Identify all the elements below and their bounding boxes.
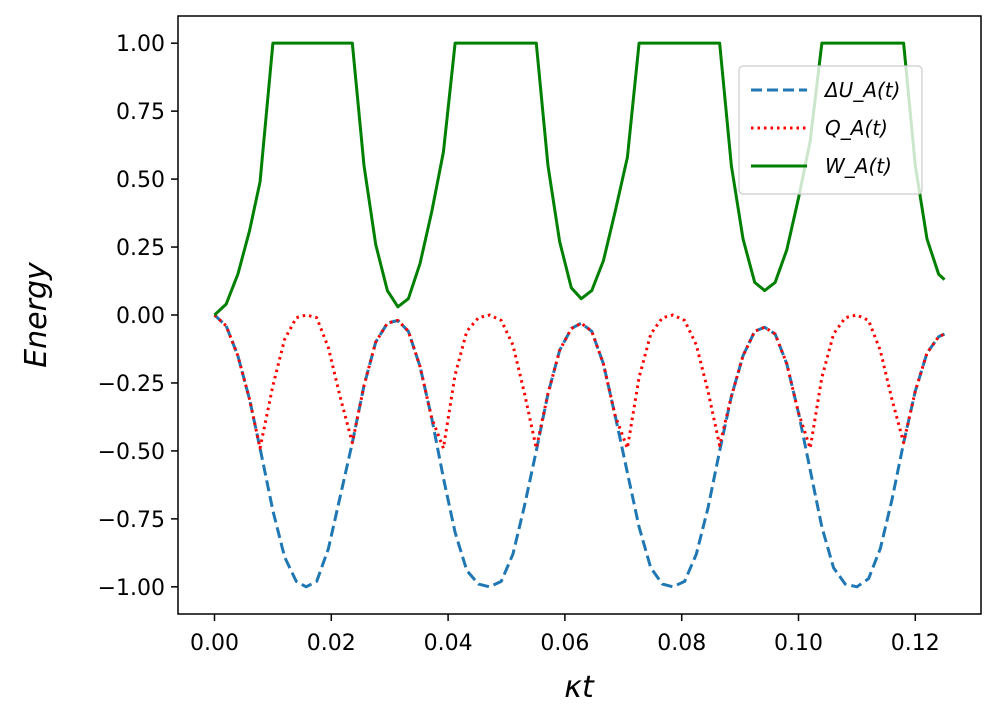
y-tick-label: −1.00 <box>98 576 165 601</box>
y-tick-label: 0.00 <box>116 304 165 329</box>
y-tick-label: −0.50 <box>98 440 165 465</box>
y-tick-label: −0.25 <box>98 372 165 397</box>
legend-label: ΔU_A(t) <box>823 78 900 102</box>
x-axis: 0.00 0.02 0.04 0.06 0.08 0.10 0.12 <box>190 614 940 656</box>
series-line-1 <box>213 313 946 589</box>
x-tick-label: 0.10 <box>774 631 823 656</box>
series-layer <box>213 41 946 589</box>
y-tick-label: −0.75 <box>98 508 165 533</box>
legend-label: Q_A(t) <box>825 116 888 140</box>
series-line-3 <box>213 41 946 317</box>
y-tick-label: 0.25 <box>116 236 165 261</box>
y-tick-label: 0.75 <box>116 100 165 125</box>
legend-label: W_A(t) <box>825 154 892 178</box>
y-axis-label: Energy <box>19 261 54 368</box>
x-tick-label: 0.08 <box>657 631 706 656</box>
legend-frame <box>738 65 923 195</box>
y-axis: 1.00 0.75 0.50 0.25 0.00 −0.25 −0.50 −0.75 −1.00 <box>98 32 178 601</box>
series-line-2 <box>213 313 946 450</box>
x-tick-label: 0.06 <box>540 631 589 656</box>
legend: ΔU_A(t) Q_A(t) W_A(t) <box>738 65 923 195</box>
x-tick-label: 0.12 <box>891 631 940 656</box>
x-tick-label: 0.02 <box>307 631 356 656</box>
y-tick-label: 1.00 <box>116 32 165 57</box>
x-tick-label: 0.00 <box>190 631 239 656</box>
y-tick-label: 0.50 <box>116 168 165 193</box>
x-axis-label: κt <box>564 670 595 705</box>
x-tick-label: 0.04 <box>424 631 473 656</box>
